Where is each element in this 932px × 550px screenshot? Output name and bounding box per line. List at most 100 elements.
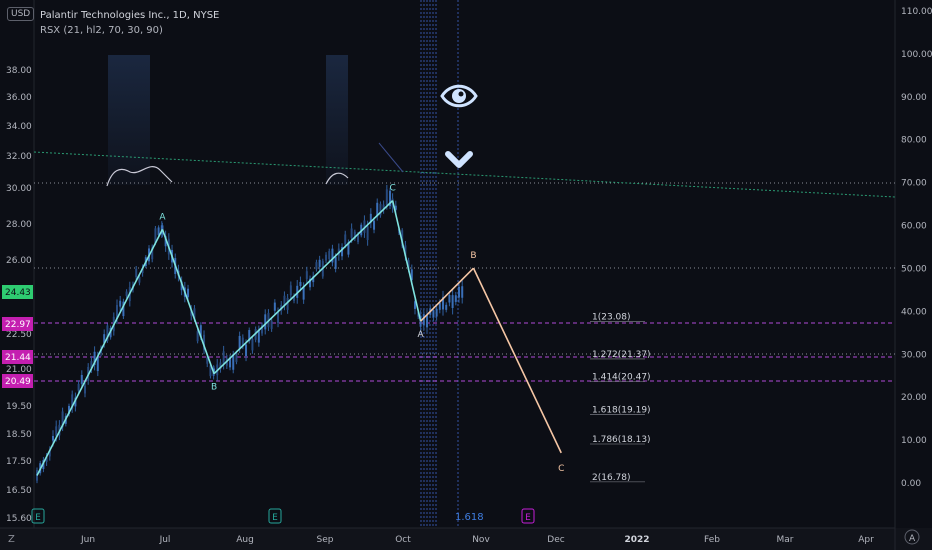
candle-body: [426, 315, 429, 328]
candle-body: [318, 259, 321, 267]
left-axis-tick: 18.50: [6, 430, 32, 440]
candle-body: [309, 278, 312, 288]
earnings-marker[interactable]: [31, 508, 45, 524]
x-axis-tick: Apr: [858, 535, 874, 545]
candle-body: [257, 329, 260, 343]
candle-body: [373, 220, 376, 230]
candle-body: [451, 295, 454, 309]
candle-body: [116, 305, 118, 319]
candle-body: [193, 308, 196, 319]
candle-body: [353, 231, 356, 240]
candle-body: [350, 228, 353, 238]
x-axis-tick: Nov: [472, 535, 490, 545]
candle-body: [435, 308, 438, 317]
price-tag: [2, 285, 33, 299]
wave-label: B: [470, 251, 476, 261]
candle-body: [261, 324, 264, 334]
earnings-marker[interactable]: [521, 508, 535, 524]
candle-body: [385, 189, 388, 206]
candle-body: [315, 262, 318, 270]
candle-body: [77, 383, 80, 391]
right-axis-tick: 20.00: [901, 393, 927, 403]
candle-body: [151, 247, 154, 260]
candle-body: [164, 236, 167, 247]
candle-body: [154, 228, 157, 243]
rsx-oscillator: [106, 142, 404, 187]
candle-body: [454, 295, 457, 302]
candle-body: [417, 312, 420, 317]
left-axis-tick: 28.00: [6, 220, 32, 230]
right-axis-tick: 100.00: [901, 50, 932, 60]
candle-body: [187, 288, 190, 298]
right-axis-tick: 90.00: [901, 93, 927, 103]
candle-body: [404, 245, 407, 257]
candle-body: [273, 302, 276, 311]
earnings-marker-label: E: [272, 513, 278, 523]
currency-badge[interactable]: USD: [7, 7, 35, 21]
x-axis-tick: Aug: [236, 535, 254, 545]
candle-body: [229, 357, 232, 368]
candle-body: [369, 213, 372, 223]
candle-body: [45, 457, 48, 462]
candle-body: [52, 435, 54, 441]
price-tag-label: 24.43: [5, 288, 31, 298]
candle-body: [293, 295, 296, 301]
candle-body: [357, 234, 360, 243]
zoom-icon[interactable]: Z: [8, 534, 15, 545]
candle-body: [48, 450, 51, 457]
earnings-marker[interactable]: [268, 508, 282, 524]
candle-body: [106, 325, 109, 341]
candle-body: [438, 302, 441, 310]
time-axis[interactable]: Jun Jul Aug Sep Oct Nov Dec 2022 Feb Mar Apr: [80, 535, 874, 545]
candle-body: [419, 315, 422, 327]
left-axis-tick: 32.00: [6, 152, 32, 162]
wave-segment: [161, 229, 215, 374]
candle-body: [84, 385, 86, 394]
auto-scale-button[interactable]: [904, 529, 920, 545]
right-axis-tick: 110.00: [901, 7, 932, 17]
right-axis-tick: 30.00: [901, 350, 927, 360]
candle-body: [219, 362, 222, 370]
right-axis-tick: 10.00: [901, 436, 927, 446]
candle-body: [55, 426, 58, 436]
candle-body: [232, 354, 235, 370]
candle-body: [235, 352, 238, 362]
candle-body: [341, 247, 344, 257]
price-tag-label: 21.44: [5, 353, 31, 363]
left-price-axis[interactable]: 38.00 36.00 34.00 32.00 30.00 28.00 26.00 22.50…: [6, 66, 32, 524]
fib-level-label: 1.786(18.13): [592, 435, 651, 445]
candle-body: [125, 291, 128, 296]
earnings-marker-label: E: [525, 513, 531, 523]
candle-body: [138, 277, 141, 283]
candle-body: [382, 204, 385, 210]
left-axis-tick: 16.50: [6, 486, 32, 496]
candle-body: [248, 330, 251, 342]
right-axis-tick: 40.00: [901, 307, 927, 317]
candle-body: [119, 300, 122, 307]
candle-body: [213, 368, 216, 373]
candle-body: [331, 248, 334, 263]
x-axis-tick: Sep: [317, 535, 334, 545]
candle-body: [296, 285, 299, 298]
candle-body: [270, 320, 273, 329]
price-tags: 24.43 22.97 21.44 20.49: [2, 285, 33, 388]
rsx-line: [106, 166, 173, 187]
cycle-lines: [420, 0, 459, 528]
candle-body: [305, 271, 308, 279]
candle-body: [363, 220, 366, 233]
fib-level-label: 1(23.08): [592, 313, 631, 323]
right-rsx-axis[interactable]: 110.00 100.00 90.00 80.00 70.00 60.00 50.00 40.…: [901, 7, 932, 489]
indicator-legend[interactable]: RSX (21, hl2, 70, 30, 90): [40, 25, 163, 36]
left-axis-tick: 22.50: [6, 330, 32, 340]
left-axis-tick: 34.00: [6, 122, 32, 132]
candle-body: [196, 331, 199, 342]
right-axis-tick: 60.00: [901, 222, 927, 232]
candle-body: [122, 301, 125, 317]
candle-body: [245, 344, 248, 356]
candle-body: [71, 394, 74, 410]
left-axis-tick: 26.00: [6, 256, 32, 266]
candle-body: [334, 256, 337, 269]
candle-body: [445, 304, 448, 310]
